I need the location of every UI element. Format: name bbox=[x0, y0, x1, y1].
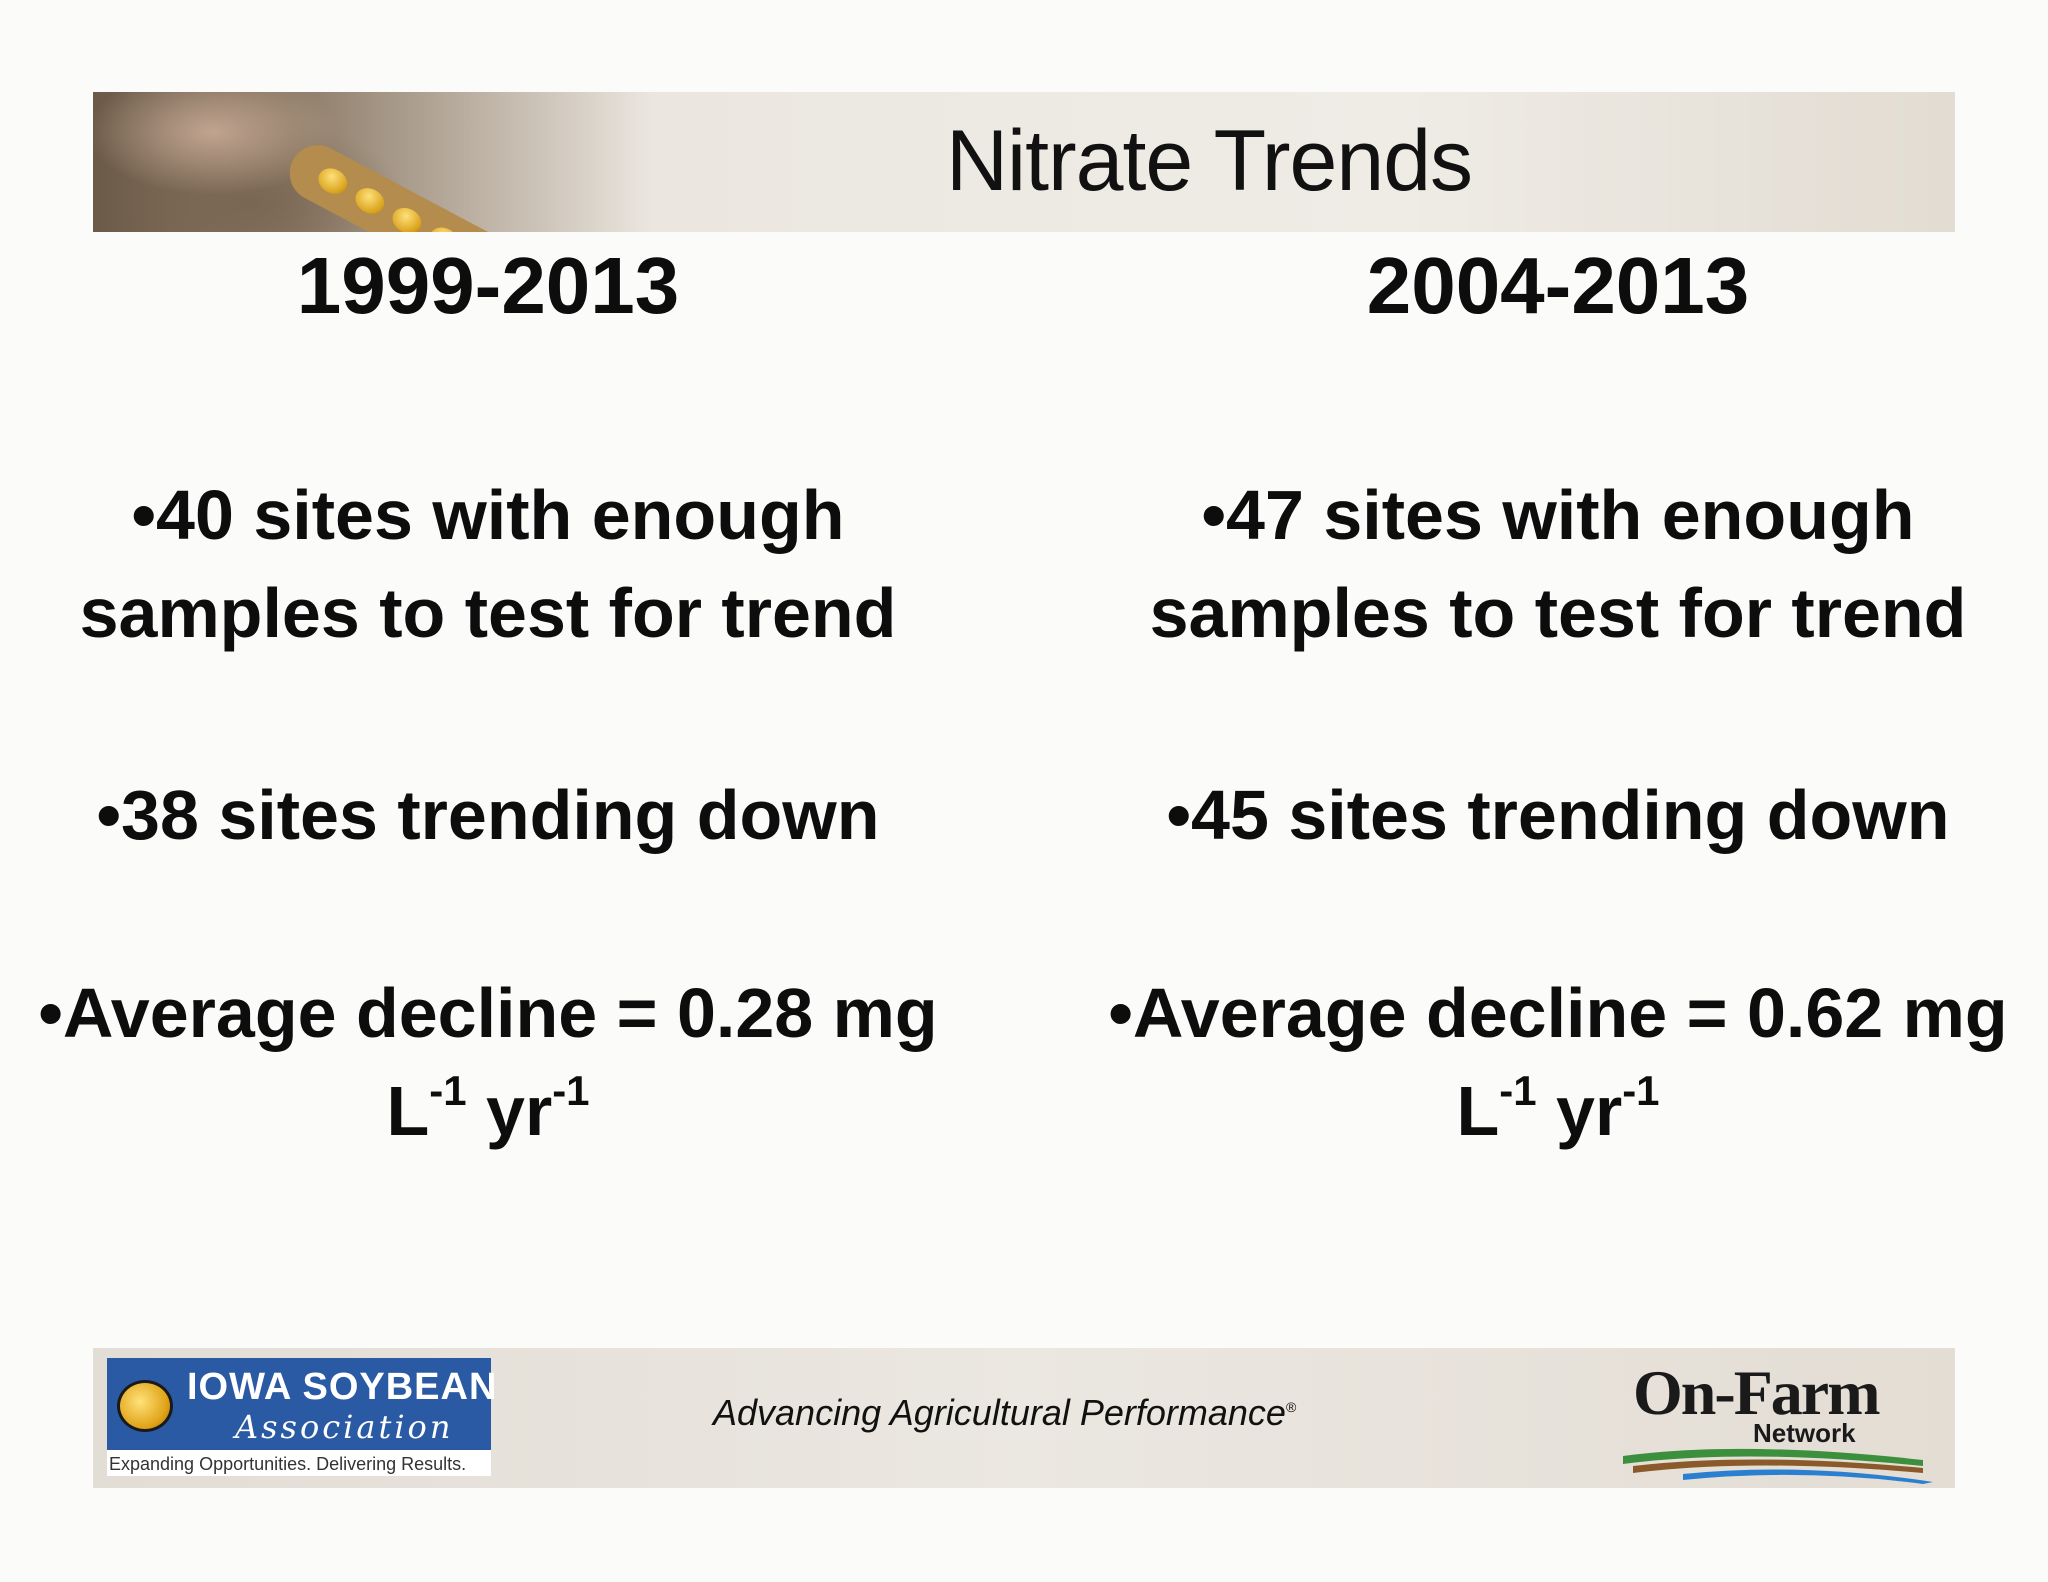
column-1999-2013: 1999-2013 •40 sites with enough samples … bbox=[38, 240, 938, 1160]
soybean-icon bbox=[117, 1380, 173, 1432]
footer-tagline: Advancing Agricultural Performance® bbox=[713, 1392, 1296, 1434]
isa-logo-box: IOWA SOYBEAN Association bbox=[107, 1358, 496, 1450]
on-farm-network-logo: On-Farm Network bbox=[1623, 1356, 1943, 1484]
unit-text: yr bbox=[466, 1072, 553, 1150]
network-logo-text: Network bbox=[1753, 1418, 1856, 1448]
on-farm-logo-text: On-Farm bbox=[1633, 1357, 1880, 1428]
isa-logo-subname: Association bbox=[235, 1408, 454, 1446]
period-heading: 2004-2013 bbox=[1366, 241, 1750, 330]
footer-banner: IOWA SOYBEAN Association Expanding Oppor… bbox=[93, 1348, 1955, 1488]
bullet-average-decline: •Average decline = 0.62 mg L-1 yr-1 bbox=[1108, 964, 2008, 1160]
period-heading: 1999-2013 bbox=[296, 241, 680, 330]
iowa-soybean-association-logo: IOWA SOYBEAN Association Expanding Oppor… bbox=[107, 1358, 496, 1476]
bullet-sites-trending-down: •45 sites trending down bbox=[1166, 776, 1950, 854]
bullet-sites-trending-down: •38 sites trending down bbox=[96, 776, 880, 854]
registered-mark: ® bbox=[1285, 1399, 1297, 1415]
unit-exponent: -1 bbox=[1499, 1066, 1537, 1114]
average-decline-text: •Average decline = 0.62 mg L bbox=[1108, 974, 2008, 1150]
header-banner: Nitrate Trends bbox=[93, 92, 1955, 232]
bullet-sites-tested: •40 sites with enough samples to test fo… bbox=[79, 476, 897, 652]
average-decline-text: •Average decline = 0.28 mg L bbox=[38, 974, 938, 1150]
isa-logo-tagline: Expanding Opportunities. Delivering Resu… bbox=[109, 1454, 467, 1474]
unit-exponent: -1 bbox=[552, 1066, 590, 1114]
page-title: Nitrate Trends bbox=[945, 113, 1473, 209]
field-swoosh-icon bbox=[1623, 1448, 1933, 1484]
bullet-average-decline: •Average decline = 0.28 mg L-1 yr-1 bbox=[38, 964, 938, 1160]
unit-exponent: -1 bbox=[1622, 1066, 1660, 1114]
bullet-sites-tested: •47 sites with enough samples to test fo… bbox=[1149, 476, 1967, 652]
unit-exponent: -1 bbox=[429, 1066, 467, 1114]
soybean-pod-photo bbox=[93, 92, 653, 232]
column-2004-2013: 2004-2013 •47 sites with enough samples … bbox=[1108, 240, 2008, 1160]
unit-text: yr bbox=[1536, 1072, 1623, 1150]
isa-logo-name: IOWA SOYBEAN bbox=[187, 1366, 498, 1408]
footer-tagline-text: Advancing Agricultural Performance bbox=[713, 1392, 1286, 1433]
